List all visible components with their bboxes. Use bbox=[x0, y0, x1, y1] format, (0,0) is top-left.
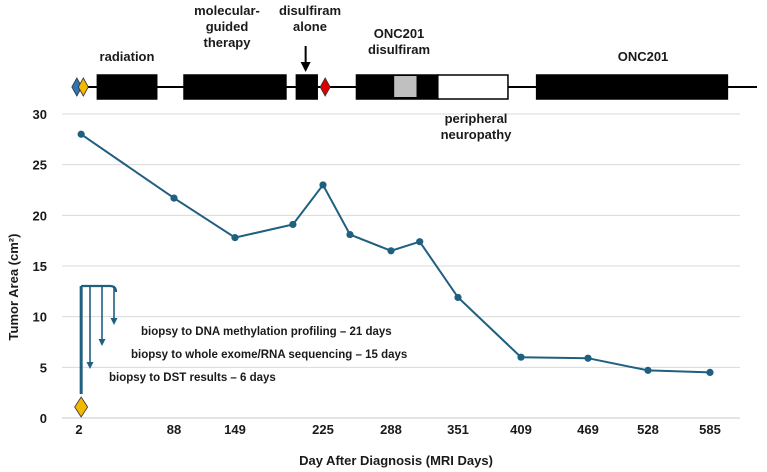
timeline-bar bbox=[96, 74, 158, 100]
x-tick-label: 88 bbox=[167, 422, 181, 437]
x-tick-label: 409 bbox=[510, 422, 532, 437]
timeline-bar bbox=[183, 74, 287, 100]
x-tick-label: 288 bbox=[380, 422, 402, 437]
data-point bbox=[170, 194, 178, 202]
y-tick-label: 15 bbox=[33, 259, 47, 274]
label-molecular-guided: molecular- bbox=[194, 3, 260, 18]
biopsy-annotation: biopsy to whole exome/RNA sequencing – 1… bbox=[131, 349, 407, 361]
x-tick-label: 469 bbox=[577, 422, 599, 437]
label-molecular-guided: guided bbox=[206, 19, 249, 34]
timeline-bar bbox=[535, 74, 729, 100]
label-radiation: radiation bbox=[100, 49, 155, 64]
data-point bbox=[387, 247, 395, 255]
data-point bbox=[706, 368, 714, 376]
biopsy-arrowhead bbox=[98, 339, 106, 346]
data-point bbox=[289, 220, 297, 229]
arrow-head bbox=[300, 62, 311, 72]
data-point bbox=[346, 230, 354, 239]
biopsy-marker bbox=[74, 396, 89, 418]
data-point bbox=[454, 293, 462, 302]
biopsy-arrowhead bbox=[110, 318, 118, 325]
y-tick-label: 30 bbox=[33, 107, 47, 122]
x-tick-label: 2 bbox=[75, 422, 82, 437]
timeline-marker bbox=[319, 77, 331, 97]
timeline-bar bbox=[295, 74, 318, 100]
y-tick-label: 10 bbox=[33, 310, 47, 325]
y-axis-label: Tumor Area (cm²) bbox=[6, 234, 21, 341]
data-point bbox=[416, 238, 424, 246]
label-disulfiram-alone: disulfiram bbox=[279, 3, 341, 18]
data-point bbox=[231, 234, 239, 242]
tumor-area-series bbox=[77, 130, 714, 376]
x-tick-label: 528 bbox=[637, 422, 659, 437]
data-point bbox=[644, 366, 652, 374]
data-point bbox=[584, 354, 592, 362]
timeline-bar bbox=[394, 76, 417, 97]
biopsy-annotation: biopsy to DST results – 6 days bbox=[109, 372, 276, 384]
x-tick-label: 585 bbox=[699, 422, 721, 437]
x-axis-label: Day After Diagnosis (MRI Days) bbox=[299, 453, 493, 468]
data-point bbox=[517, 353, 525, 361]
timeline-bar bbox=[437, 74, 509, 100]
biopsy-bracket bbox=[81, 284, 118, 293]
biopsy-arrowhead bbox=[86, 362, 94, 369]
label-peripheral-neuropathy: peripheral bbox=[445, 111, 508, 126]
label-onc201: ONC201 bbox=[618, 49, 669, 64]
biopsy-annotation: biopsy to DNA methylation profiling – 21… bbox=[141, 326, 392, 338]
y-tick-label: 0 bbox=[40, 411, 47, 426]
timeline-marker bbox=[77, 77, 89, 97]
y-tick-label: 20 bbox=[33, 208, 47, 223]
label-peripheral-neuropathy: neuropathy bbox=[441, 127, 513, 142]
y-tick-label: 25 bbox=[33, 158, 47, 173]
label-onc201-disulfiram: disulfiram bbox=[368, 42, 430, 57]
biopsy-annotations: biopsy to DNA methylation profiling – 21… bbox=[74, 284, 407, 418]
x-tick-label: 225 bbox=[312, 422, 334, 437]
x-tick-label: 351 bbox=[447, 422, 469, 437]
data-point bbox=[77, 130, 85, 138]
label-disulfiram-alone: alone bbox=[293, 19, 327, 34]
label-onc201-disulfiram: ONC201 bbox=[374, 26, 425, 41]
data-point bbox=[319, 181, 327, 189]
y-tick-label: 5 bbox=[40, 360, 47, 375]
gridlines bbox=[62, 113, 740, 368]
label-molecular-guided: therapy bbox=[204, 35, 252, 50]
x-tick-label: 149 bbox=[224, 422, 246, 437]
